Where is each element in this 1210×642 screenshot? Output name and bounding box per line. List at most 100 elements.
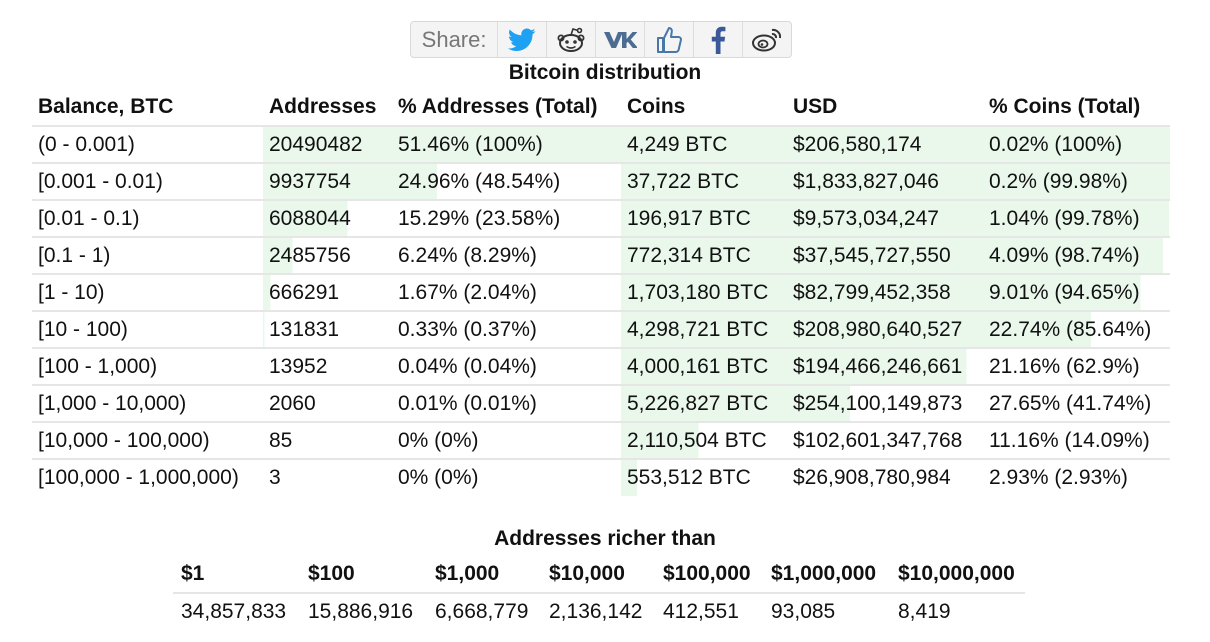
cell-balance: (0 - 0.001) [32,126,263,164]
cell-coins: 5,226,827 BTC [621,385,787,423]
cell-usd: $1,833,827,046 [787,163,983,201]
distribution-row: [0.01 - 0.1) 6088044 15.29% (23.58%) 196,91… [32,200,1170,238]
cell-balance: [1 - 10) [32,274,263,312]
cell-pct-coins: 0.2% (99.98%) [983,163,1170,201]
share-like-button[interactable] [645,22,695,57]
distribution-table: Balance, BTC Addresses % Addresses (Tota… [32,89,1170,496]
cell-balance: [0.01 - 0.1) [32,200,263,238]
cell-addresses: 131831 [263,311,392,349]
cell-usd: $37,545,727,550 [787,237,983,275]
cell-balance: [0.001 - 0.01) [32,163,263,201]
vk-icon [604,31,638,48]
cell-pct-coins: 4.09% (98.74%) [983,237,1170,275]
cell-addresses: 2060 [263,385,392,423]
twitter-icon [508,27,536,51]
richer-value-row: 34,857,833 15,886,916 6,668,779 2,136,14… [173,593,1025,630]
distribution-row: (0 - 0.001) 20490482 51.46% (100%) 4,249 BT… [32,126,1170,164]
cell-pct-coins: 11.16% (14.09%) [983,422,1170,460]
richer-header: $1 [173,556,300,594]
richer-header: $1,000,000 [763,556,890,594]
distribution-header-row: Balance, BTC Addresses % Addresses (Tota… [32,89,1170,127]
cell-pct-coins: 21.16% (62.9%) [983,348,1170,386]
share-label: Share: [411,22,499,57]
cell-addresses: 3 [269,466,281,489]
cell-pct-addresses: 0.33% (0.37%) [392,311,621,349]
richer-value: 8,419 [898,600,951,623]
richer-header: $100,000 [655,556,763,594]
cell-pct-coins: 2.93% (2.93%) [989,466,1128,489]
cell-balance: [10,000 - 100,000) [32,422,263,460]
cell-coins: 1,703,180 BTC [621,274,787,312]
cell-coins: 553,512 BTC [621,459,787,496]
header-usd: USD [787,89,983,127]
share-twitter-button[interactable] [498,22,548,57]
cell-pct-addresses: 24.96% (48.54%) [392,163,621,201]
cell-usd: $254,100,149,873 [787,385,983,423]
cell-pct-addresses: 0% (0%) [398,466,479,489]
cell-coins: 37,722 BTC [621,163,787,201]
cell-pct-coins: 1.04% (99.78%) [983,200,1170,238]
cell-coins: 4,298,721 BTC [621,311,787,349]
cell-pct-addresses: 6.24% (8.29%) [392,237,621,275]
cell-addresses: 85 [263,422,392,460]
cell-pct-addresses: 0% (0%) [392,422,621,460]
like-icon [657,26,683,53]
richer-value: 15,886,916 [308,600,414,623]
cell-pct-coins: 22.74% (85.64%) [983,311,1170,349]
cell-pct-addresses: 1.67% (2.04%) [392,274,621,312]
cell-pct-coins: 0.02% (100%) [983,126,1170,164]
cell-balance: [10 - 100) [32,311,263,349]
richer-table: $1 $100 $1,000 $10,000 $100,000 $1,000,0… [173,556,1025,630]
cell-pct-addresses: 0.04% (0.04%) [392,348,621,386]
cell-addresses: 9937754 [263,163,392,201]
share-vk-button[interactable] [596,22,646,57]
share-weibo-button[interactable] [743,22,791,57]
cell-usd: $102,601,347,768 [787,422,983,460]
cell-usd: $9,573,034,247 [787,200,983,238]
share-facebook-button[interactable] [694,22,743,57]
cell-coins: 772,314 BTC [621,237,787,275]
distribution-row: [0.1 - 1) 2485756 6.24% (8.29%) 772,314 BTC… [32,237,1170,275]
distribution-row: [100 - 1,000) 13952 0.04% (0.04%) 4,000,161… [32,348,1170,386]
distribution-body: (0 - 0.001) 20490482 51.46% (100%) 4,249 BT… [32,126,1170,496]
share-bar: Share: [410,21,792,58]
header-addresses: Addresses [263,89,392,127]
cell-pct-addresses: 0.01% (0.01%) [392,385,621,423]
cell-coins: 4,249 BTC [621,126,787,164]
distribution-caption: Bitcoin distribution [508,61,702,84]
cell-balance: [0.1 - 1) [32,237,263,275]
cell-usd: $26,908,780,984 [793,466,951,489]
cell-addresses: 13952 [263,348,392,386]
cell-coins: 2,110,504 BTC [621,422,787,460]
cell-usd: $194,466,246,661 [787,348,983,386]
facebook-icon [711,26,726,54]
cell-balance: [100 - 1,000) [32,348,263,386]
richer-header: $1,000 [427,556,541,594]
distribution-row: [100,000 - 1,000,000) 3 0% (0%) 553,512 BTC… [32,459,1170,496]
header-balance: Balance, BTC [32,89,263,127]
richer-caption: Addresses richer than [494,527,716,550]
distribution-row: [0.001 - 0.01) 9937754 24.96% (48.54%) 37,7… [32,163,1170,201]
weibo-icon [751,28,781,51]
richer-value: 2,136,142 [549,600,643,623]
cell-pct-addresses: 15.29% (23.58%) [392,200,621,238]
richer-header: $10,000 [541,556,655,594]
header-pct-coins: % Coins (Total) [983,89,1170,127]
distribution-row: [1 - 10) 666291 1.67% (2.04%) 1,703,180 BTC… [32,274,1170,312]
share-reddit-button[interactable] [547,22,597,57]
cell-balance: [1,000 - 10,000) [32,385,263,423]
cell-addresses: 20490482 [263,126,392,164]
header-pct-addresses: % Addresses (Total) [392,89,621,127]
richer-value: 34,857,833 [181,600,287,623]
distribution-row: [10,000 - 100,000) 85 0% (0%) 2,110,504 BTC… [32,422,1170,460]
cell-usd: $208,980,640,527 [787,311,983,349]
cell-coins: 196,917 BTC [621,200,787,238]
header-coins: Coins [621,89,787,127]
distribution-row: [10 - 100) 131831 0.33% (0.37%) 4,298,721 B… [32,311,1170,349]
cell-addresses: 2485756 [263,237,392,275]
distribution-row: [1,000 - 10,000) 2060 0.01% (0.01%) 5,226,8… [32,385,1170,423]
reddit-icon [557,27,585,52]
richer-value: 6,668,779 [435,600,529,623]
cell-addresses: 6088044 [263,200,392,238]
cell-usd: $206,580,174 [787,126,983,164]
